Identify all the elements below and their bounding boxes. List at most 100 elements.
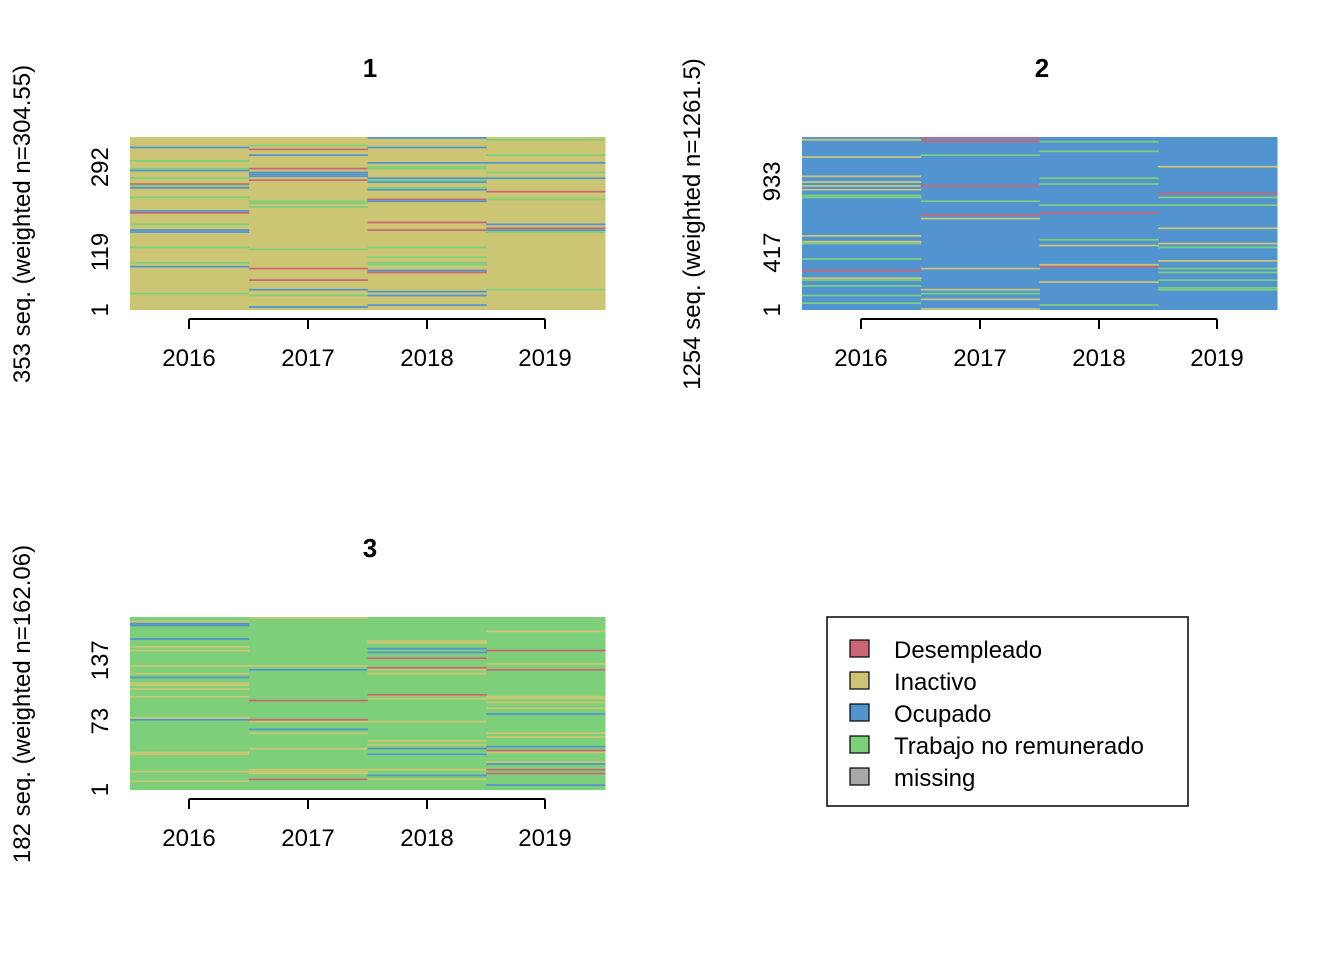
sequence-line bbox=[367, 177, 487, 180]
sequence-line bbox=[486, 732, 606, 735]
legend-swatch bbox=[849, 703, 870, 722]
sequence-line bbox=[1158, 286, 1278, 289]
legend-label: missing bbox=[894, 765, 975, 792]
sequence-line bbox=[802, 269, 922, 272]
sequence-line bbox=[367, 657, 487, 660]
sequence-line bbox=[130, 169, 250, 172]
sequence-line bbox=[1039, 211, 1159, 214]
panel-title: 2 bbox=[1035, 53, 1049, 83]
panel-2: 2 2016 2017 2018 2019 1 417 933 1254 seq. (weigh… bbox=[679, 53, 1278, 390]
sequence-line bbox=[486, 223, 606, 226]
sequence-line bbox=[1039, 183, 1159, 185]
sequence-line bbox=[486, 154, 606, 157]
sequence-line bbox=[130, 186, 250, 189]
sequence-line bbox=[367, 768, 487, 771]
sequence-line bbox=[1158, 242, 1278, 245]
sequence-line bbox=[367, 753, 487, 756]
sequence-line bbox=[248, 699, 368, 702]
x-tick-label: 2019 bbox=[1190, 345, 1243, 372]
legend-swatch bbox=[849, 639, 870, 658]
sequence-line bbox=[486, 751, 606, 754]
sequence-line bbox=[367, 774, 487, 777]
sequence-line bbox=[486, 663, 606, 665]
sequence-line bbox=[248, 720, 368, 723]
sequence-line bbox=[486, 695, 606, 698]
sequence-line bbox=[920, 137, 1040, 139]
sequence-line bbox=[367, 167, 487, 170]
sequence-line bbox=[486, 198, 606, 201]
sequence-line bbox=[367, 697, 487, 700]
sequence-line bbox=[130, 695, 250, 698]
y-tick-label: 1 bbox=[87, 303, 114, 316]
sequence-line bbox=[248, 770, 368, 773]
sequence-line bbox=[130, 229, 250, 231]
sequence-line bbox=[367, 666, 487, 669]
sequence-line bbox=[1158, 288, 1278, 291]
state-cell-2017 bbox=[248, 617, 368, 790]
sequence-line bbox=[1039, 304, 1159, 306]
sequence-line bbox=[920, 267, 1040, 270]
sequence-line bbox=[130, 716, 250, 719]
sequence-line bbox=[486, 713, 606, 715]
sequence-line bbox=[367, 672, 487, 675]
panel-3: 3 2016 2017 2018 2019 1 73 137 182 seq. (weighte… bbox=[9, 533, 606, 863]
sequence-line bbox=[802, 277, 922, 280]
sequence-line bbox=[130, 210, 250, 212]
sequence-line bbox=[367, 188, 487, 191]
sequence-line bbox=[248, 732, 368, 735]
y-tick-label: 417 bbox=[759, 233, 786, 273]
sequence-line bbox=[367, 294, 487, 297]
sequence-line bbox=[1039, 150, 1159, 153]
sequence-line bbox=[1158, 196, 1278, 199]
sequence-line bbox=[248, 200, 368, 203]
sequence-line bbox=[486, 630, 606, 633]
sequence-line bbox=[486, 784, 606, 786]
sequence-line bbox=[1158, 271, 1278, 274]
sequence-line bbox=[130, 672, 250, 675]
sequence-line bbox=[920, 140, 1040, 143]
sequence-line bbox=[130, 688, 250, 690]
sequence-line bbox=[802, 181, 922, 183]
sequence-line bbox=[1158, 279, 1278, 281]
sequence-line bbox=[248, 206, 368, 208]
sequence-line bbox=[248, 718, 368, 721]
sequence-line bbox=[367, 137, 487, 139]
sequence-line bbox=[1039, 281, 1159, 283]
sequence-line bbox=[130, 770, 250, 773]
sequence-line bbox=[486, 768, 606, 771]
sequence-line bbox=[367, 668, 487, 671]
sequence-line bbox=[920, 292, 1040, 295]
y-axis-label: 1254 seq. (weighted n=1261.5) bbox=[679, 58, 706, 390]
sequence-line bbox=[486, 745, 606, 748]
sequence-line bbox=[1158, 204, 1278, 207]
y-tick-label: 292 bbox=[87, 147, 114, 187]
sequence-line bbox=[802, 196, 922, 199]
sequence-line bbox=[248, 306, 368, 308]
sequence-line bbox=[920, 298, 1040, 301]
sequence-line bbox=[367, 179, 487, 182]
sequence-line bbox=[486, 736, 606, 738]
sequence-line bbox=[486, 288, 606, 291]
sequence-line bbox=[367, 221, 487, 224]
sequence-line bbox=[486, 138, 606, 141]
legend-swatch bbox=[849, 767, 870, 786]
y-tick-label: 1 bbox=[759, 303, 786, 316]
sequence-line bbox=[130, 177, 250, 180]
y-axis-label: 353 seq. (weighted n=304.55) bbox=[9, 65, 36, 383]
sequence-line bbox=[1158, 192, 1278, 195]
sequence-line bbox=[367, 290, 487, 293]
sequence-line bbox=[248, 144, 368, 147]
sequence-line bbox=[367, 640, 487, 642]
sequence-line bbox=[1039, 263, 1159, 266]
sequence-line bbox=[1158, 267, 1278, 270]
sequence-line bbox=[130, 146, 250, 149]
sequence-line bbox=[920, 154, 1040, 157]
sequence-line bbox=[486, 701, 606, 704]
sequence-line bbox=[248, 248, 368, 251]
sequence-line bbox=[920, 308, 1040, 310]
sequence-line bbox=[130, 292, 250, 295]
x-tick-label: 2017 bbox=[281, 825, 334, 852]
sequence-line bbox=[802, 240, 922, 243]
legend-label: Trabajo no remunerado bbox=[894, 733, 1144, 760]
